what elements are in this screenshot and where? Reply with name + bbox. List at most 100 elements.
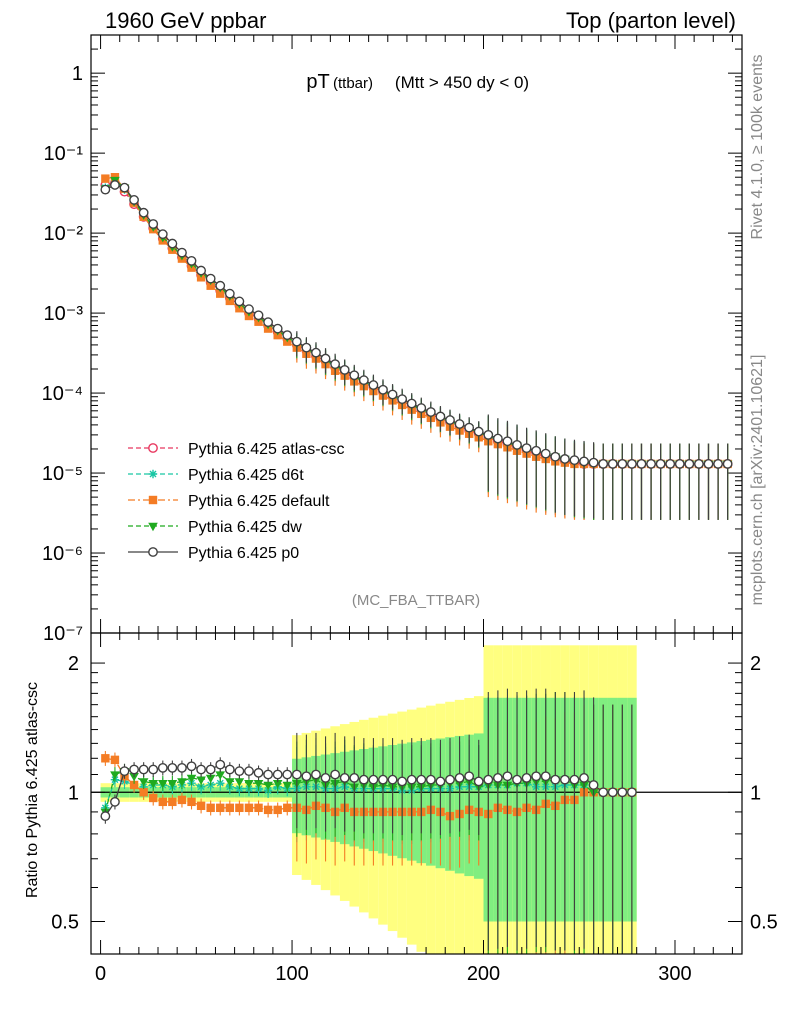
data-point bbox=[722, 459, 733, 469]
x-tick-label: 200 bbox=[467, 963, 500, 985]
ratio-point bbox=[473, 776, 484, 787]
data-point bbox=[205, 273, 216, 284]
data-point bbox=[655, 459, 666, 469]
ratio-point bbox=[406, 774, 417, 785]
ratio-point bbox=[368, 774, 379, 785]
data-point bbox=[454, 419, 465, 429]
ratio-point bbox=[464, 771, 475, 782]
ratio-point bbox=[129, 780, 139, 790]
ratio-point bbox=[216, 803, 225, 813]
ratio-point bbox=[244, 803, 254, 813]
ratio-point bbox=[617, 787, 628, 798]
data-point bbox=[216, 289, 225, 298]
data-point bbox=[636, 459, 647, 469]
data-point bbox=[550, 451, 561, 462]
ratio-point bbox=[225, 803, 235, 813]
ratio-point bbox=[148, 764, 159, 775]
legend-marker-atlas_csc bbox=[148, 443, 158, 453]
ratio-point bbox=[272, 769, 283, 780]
series-p0 bbox=[100, 180, 733, 520]
ratio-point bbox=[502, 771, 513, 782]
ratio-point bbox=[301, 771, 312, 782]
data-point bbox=[483, 429, 494, 440]
ratio-y-tick-label-right: 0.5 bbox=[750, 911, 778, 933]
ratio-point bbox=[416, 774, 427, 785]
data-point bbox=[607, 459, 618, 469]
data-point bbox=[588, 457, 599, 468]
analysis-tag: (MC_FBA_TTBAR) bbox=[352, 592, 480, 609]
header-right-title: Top (parton level) bbox=[566, 8, 736, 33]
data-point bbox=[358, 375, 369, 386]
ratio-point bbox=[235, 803, 244, 813]
ratio-point bbox=[559, 774, 570, 785]
ratio-point bbox=[283, 803, 292, 813]
legend-marker-p0 bbox=[148, 547, 158, 557]
data-point bbox=[684, 459, 695, 469]
ratio-y-tick-label: 1 bbox=[68, 782, 79, 804]
data-point bbox=[186, 255, 197, 266]
data-point bbox=[177, 247, 187, 258]
x-tick-label: 100 bbox=[275, 963, 308, 985]
ratio-point bbox=[492, 773, 503, 783]
main-series bbox=[100, 173, 733, 520]
ratio-point bbox=[186, 774, 197, 784]
ratio-point bbox=[540, 771, 551, 782]
data-point bbox=[378, 384, 388, 395]
legend-marker-default bbox=[148, 495, 158, 505]
ratio-point bbox=[177, 795, 187, 805]
data-point bbox=[646, 459, 656, 469]
data-point bbox=[473, 426, 484, 437]
ratio-point bbox=[110, 796, 120, 807]
legend-label-dw: Pythia 6.425 dw bbox=[188, 519, 302, 536]
ratio-point bbox=[253, 767, 264, 778]
ratio-point bbox=[224, 764, 235, 775]
ratio-point bbox=[263, 769, 274, 780]
data-point bbox=[206, 281, 215, 290]
legend-label-d6t: Pythia 6.425 d6t bbox=[188, 467, 304, 484]
x-tick-label: 300 bbox=[658, 963, 691, 985]
ratio-point bbox=[512, 774, 522, 785]
data-point bbox=[531, 445, 542, 456]
data-point bbox=[569, 455, 580, 466]
ratio-point bbox=[138, 764, 149, 775]
plot-title-sub: (ttbar) bbox=[333, 75, 373, 92]
ratio-point bbox=[253, 779, 264, 789]
ratio-point bbox=[320, 773, 331, 783]
ratio-series bbox=[100, 688, 637, 954]
ratio-point bbox=[206, 803, 215, 813]
data-point bbox=[387, 389, 398, 400]
y-tick-label: 10⁻² bbox=[44, 223, 84, 245]
data-point bbox=[540, 448, 551, 459]
y-tick-label: 1 bbox=[72, 63, 83, 85]
ratio-ylabel: Ratio to Pythia 6.425 atlas-csc bbox=[24, 682, 41, 898]
ratio-point bbox=[138, 778, 149, 787]
legend-marker-d6t bbox=[148, 469, 158, 479]
ratio-point bbox=[273, 805, 282, 815]
legend-label-p0: Pythia 6.425 p0 bbox=[188, 545, 299, 562]
data-point bbox=[330, 359, 341, 370]
ratio-frame bbox=[90, 632, 743, 955]
legend-label-atlas_csc: Pythia 6.425 atlas-csc bbox=[188, 441, 345, 458]
ratio-y-tick-label: 0.5 bbox=[51, 911, 79, 933]
ratio-point bbox=[215, 759, 226, 770]
y-tick-label: 10⁻⁴ bbox=[42, 383, 83, 405]
ratio-point bbox=[186, 761, 197, 772]
data-point bbox=[464, 422, 475, 433]
y-tick-label: 10⁻⁵ bbox=[42, 463, 83, 485]
ratio-point bbox=[358, 774, 369, 785]
ratio-point bbox=[225, 778, 235, 787]
data-point bbox=[425, 407, 436, 417]
data-point bbox=[445, 415, 455, 425]
data-point bbox=[674, 459, 685, 469]
plot-title-cut: (Mtt > 450 dy < 0) bbox=[395, 73, 529, 92]
ratio-point bbox=[387, 774, 398, 785]
series-line-dw bbox=[104, 179, 728, 465]
ratio-point bbox=[378, 774, 388, 785]
data-point bbox=[435, 411, 446, 422]
main-ticks: 10⁻⁷ 10⁻⁶ 10⁻⁵ 10⁻⁴ 10⁻³ 10⁻² 10⁻¹ 1 bbox=[42, 34, 742, 645]
ratio-point bbox=[148, 779, 159, 789]
legend-marker-dw bbox=[148, 522, 158, 532]
data-point bbox=[119, 182, 130, 193]
data-point bbox=[311, 347, 321, 358]
